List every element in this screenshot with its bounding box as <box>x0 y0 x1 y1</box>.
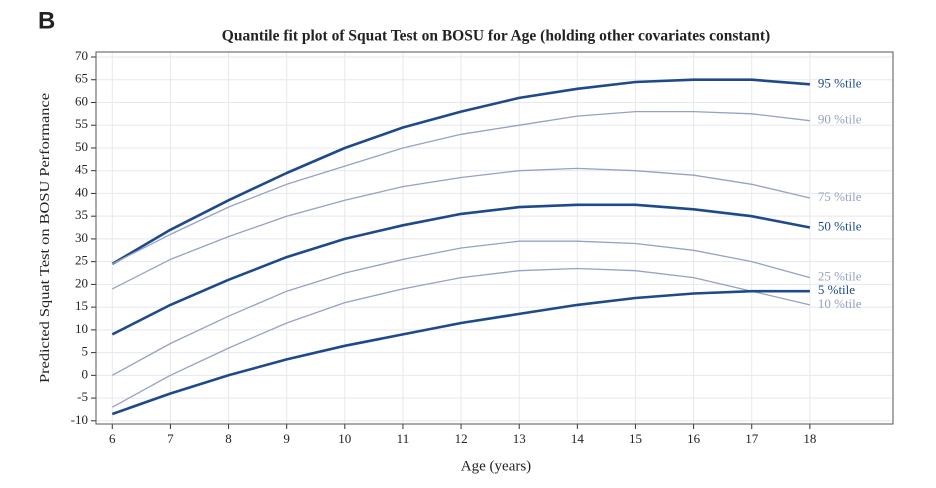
series-label: 75 %tile <box>818 189 862 204</box>
y-tick-label: -5 <box>77 389 88 404</box>
y-tick-label: 60 <box>75 93 88 108</box>
x-axis-label: Age (years) <box>461 458 531 474</box>
y-tick-label: 5 <box>82 344 89 359</box>
y-tick-label: 40 <box>75 184 88 199</box>
series-label: 25 %tile <box>818 269 862 284</box>
series-label: 5 %tile <box>818 282 855 297</box>
x-tick-label: 11 <box>397 431 410 446</box>
quantile-line <box>111 289 810 416</box>
quantile-line <box>111 267 811 408</box>
quantile-line <box>111 203 811 336</box>
x-tick-label: 8 <box>225 431 232 446</box>
x-tick-label: 9 <box>283 431 290 446</box>
series-label: 10 %tile <box>818 296 862 311</box>
y-tick-label: 20 <box>75 275 88 290</box>
x-tick-label: 17 <box>745 431 759 446</box>
quantile-line <box>111 78 811 266</box>
x-tick-label: 10 <box>338 431 351 446</box>
y-tick-label: 35 <box>75 207 88 222</box>
x-tick-label: 12 <box>455 431 468 446</box>
y-axis-label: Predicted Squat Test on BOSU Performance <box>38 93 53 383</box>
series-label: 90 %tile <box>818 112 862 127</box>
y-tick-label: 30 <box>75 230 88 245</box>
series-label: 50 %tile <box>818 219 862 234</box>
y-tick-label: 55 <box>75 116 88 131</box>
x-tick-label: 6 <box>109 431 116 446</box>
y-tick-label: 15 <box>75 298 88 313</box>
x-tick-label: 13 <box>513 431 526 446</box>
x-tick-label: 15 <box>629 431 642 446</box>
panel-label: B <box>38 7 55 34</box>
chart-title: Quantile fit plot of Squat Test on BOSU … <box>222 28 770 45</box>
y-tick-label: 70 <box>75 48 88 63</box>
y-tick-label: 25 <box>75 253 88 268</box>
y-tick-label: 0 <box>82 366 89 381</box>
y-tick-label: -10 <box>71 412 88 427</box>
y-tick-label: 45 <box>75 162 88 177</box>
quantile-line <box>112 110 810 265</box>
plot-frame <box>95 51 894 425</box>
series-label: 95 %tile <box>818 75 862 90</box>
quantile-line <box>112 167 811 290</box>
x-tick-label: 14 <box>571 431 585 446</box>
y-tick-label: 10 <box>75 321 88 336</box>
quantile-line <box>111 240 811 376</box>
y-tick-label: 50 <box>75 139 88 154</box>
x-tick-label: 7 <box>167 431 174 446</box>
x-tick-label: 16 <box>687 431 701 446</box>
y-tick-label: 65 <box>75 71 88 86</box>
x-tick-label: 18 <box>803 431 816 446</box>
